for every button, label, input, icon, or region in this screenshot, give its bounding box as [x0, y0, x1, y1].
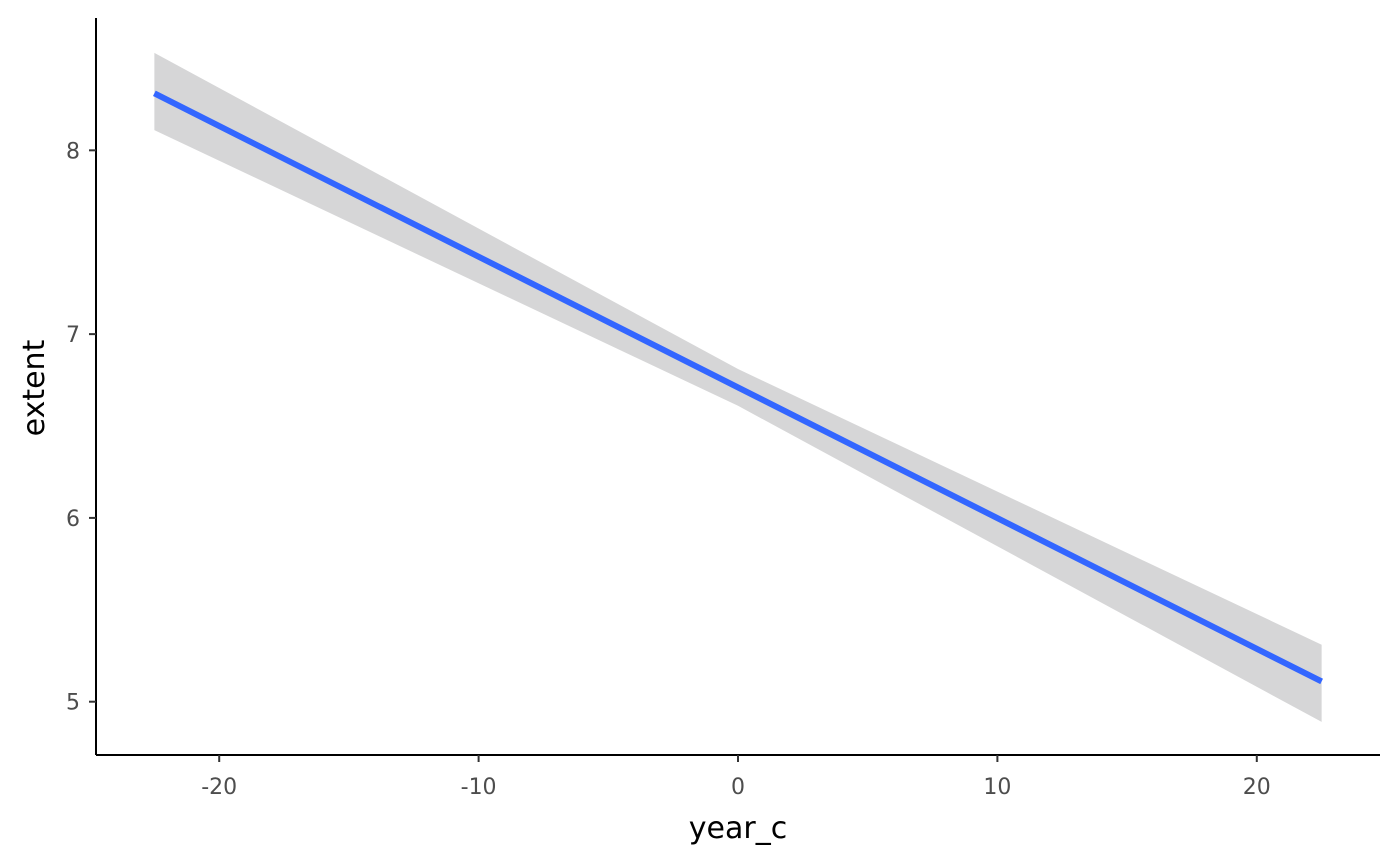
x-tick-label: 0 — [731, 775, 745, 800]
y-tick-label: 5 — [66, 691, 80, 716]
y-tick-label: 7 — [66, 323, 80, 348]
plot-area — [153, 52, 1323, 722]
y-axis-title: extent — [17, 339, 52, 436]
x-axis-title: year_c — [689, 811, 787, 846]
axes: -20 -10 0 10 20 5 6 7 8 — [66, 18, 1380, 800]
x-ticks: -20 -10 0 10 20 — [201, 755, 1271, 800]
x-tick-label: 10 — [983, 775, 1011, 800]
x-tick-label: -20 — [201, 775, 237, 800]
x-tick-label: 20 — [1243, 775, 1271, 800]
y-ticks: 5 6 7 8 — [66, 139, 96, 716]
x-tick-label: -10 — [461, 775, 497, 800]
y-tick-label: 6 — [66, 507, 80, 532]
fit-line — [153, 90, 1323, 685]
fit-line-layer — [153, 90, 1323, 685]
y-tick-label: 8 — [66, 139, 80, 164]
